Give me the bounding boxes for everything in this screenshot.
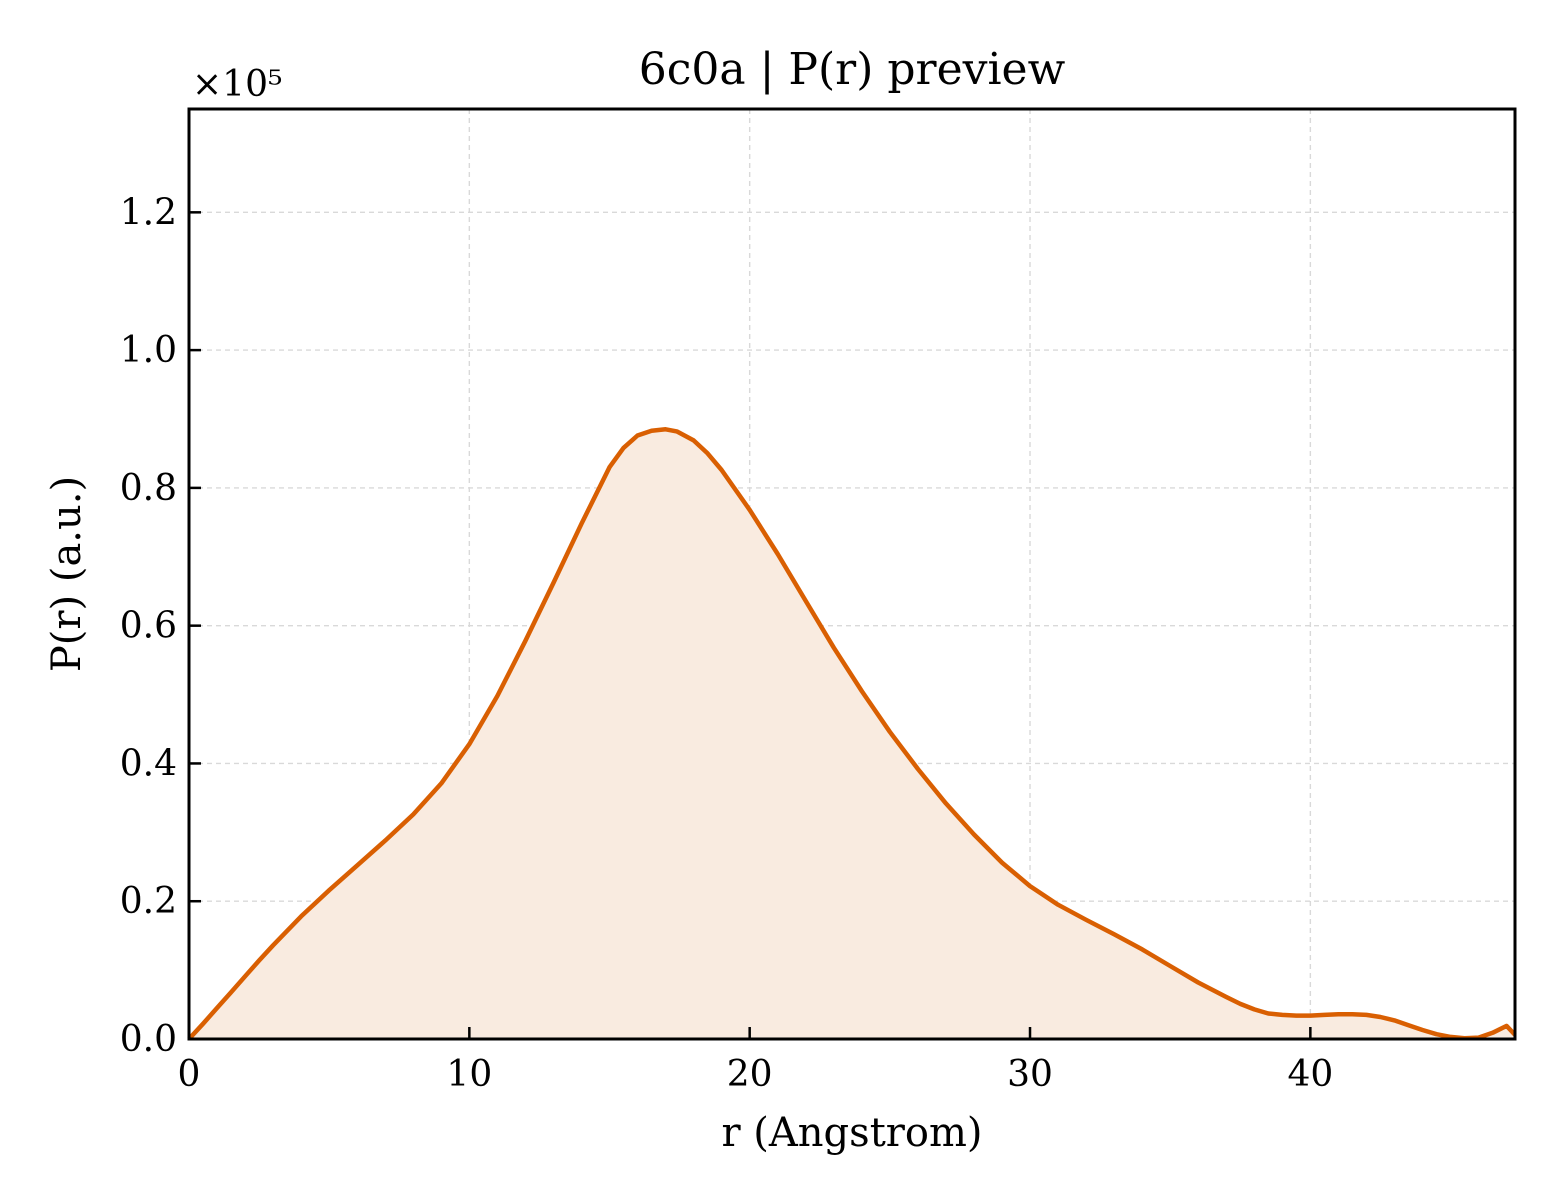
- x-tick-label: 10: [446, 1054, 492, 1095]
- y-tick-label: 0.4: [120, 743, 177, 784]
- y-tick-label: 0.6: [120, 606, 177, 647]
- y-tick-label: 0.8: [120, 468, 177, 509]
- x-tick-label: 20: [727, 1054, 773, 1095]
- plot-frame: [187, 107, 1517, 1041]
- y-tick-label: 0.2: [120, 881, 177, 922]
- chart-title: 6c0a | P(r) preview: [639, 44, 1066, 95]
- pr-area-fill: [189, 429, 1515, 1039]
- pr-curve-line: [187, 427, 1517, 1041]
- y-tick-label: 1.2: [120, 192, 177, 233]
- x-tick-label: 40: [1287, 1054, 1333, 1095]
- x-tick-label: 0: [178, 1054, 201, 1095]
- x-tick-label: 30: [1007, 1054, 1053, 1095]
- y-tick-label: 0.0: [120, 1019, 177, 1060]
- y-multiplier-label: ×10⁵: [192, 64, 282, 105]
- y-axis-label: P(r) (a.u.): [44, 476, 90, 672]
- x-axis-label: r (Angstrom): [721, 1110, 982, 1156]
- tick-labels: 0 10 20 30 40 0.0 0.2 0.4 0.6 0.8 1.0 1.2: [120, 192, 1334, 1095]
- y-tick-label: 1.0: [120, 330, 177, 371]
